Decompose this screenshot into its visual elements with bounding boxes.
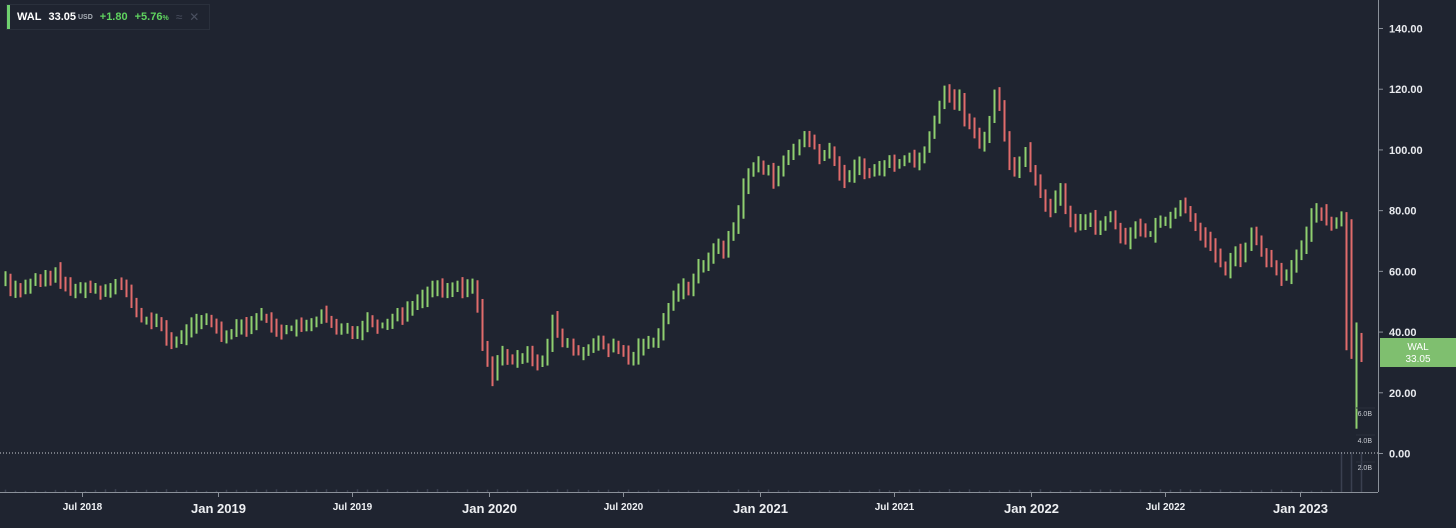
x-tick-label: Jul 2020 (604, 502, 644, 513)
wave-icon[interactable]: ≈ (175, 10, 183, 24)
x-tick-label: Jul 2021 (875, 502, 915, 513)
x-tick-label: Jul 2019 (333, 502, 373, 513)
price-badge-price: 33.05 (1405, 354, 1430, 365)
legend-change-pct: +5.76% (134, 11, 169, 23)
y-tick-label: 140.00 (1389, 24, 1423, 36)
y-tick-label: 120.00 (1389, 84, 1423, 96)
x-tick-label: Jan 2021 (733, 501, 788, 516)
price-badge-ticker: WAL (1407, 342, 1429, 353)
legend-change: +1.80 (99, 11, 128, 23)
legend-currency: USD (77, 13, 93, 21)
volume-tick-label: 4.0B (1358, 438, 1373, 445)
y-tick-label: 40.00 (1389, 327, 1417, 339)
close-icon[interactable]: ✕ (189, 10, 200, 24)
x-tick-label: Jan 2023 (1273, 501, 1328, 516)
y-tick-label: 80.00 (1389, 206, 1417, 218)
y-tick-label: 0.00 (1389, 449, 1410, 461)
volume-tick-label: 6.0B (1358, 411, 1373, 418)
x-tick-label: Jul 2018 (63, 502, 103, 513)
y-tick-label: 20.00 (1389, 388, 1417, 400)
x-tick-label: Jul 2022 (1146, 502, 1186, 513)
volume-layer (4, 452, 1363, 492)
x-tick-label: Jan 2020 (462, 501, 517, 516)
y-tick-label: 60.00 (1389, 266, 1417, 278)
ticker-legend[interactable]: WAL 33.05 USD +1.80 +5.76% ≈ ✕ (6, 4, 211, 30)
price-bars (4, 84, 1363, 429)
axes: 140.00 120.00 100.00 80.00 60.00 40.00 20.00 0.… (0, 0, 1456, 516)
price-badge (1380, 338, 1456, 367)
legend-price: 33.05 (48, 11, 76, 23)
x-tick-label: Jan 2019 (191, 501, 246, 516)
y-tick-label: 100.00 (1389, 145, 1423, 157)
legend-ticker: WAL (17, 11, 42, 23)
x-tick-label: Jan 2022 (1004, 501, 1059, 516)
volume-tick-label: 2.0B (1358, 465, 1373, 472)
series-color-marker (7, 5, 10, 29)
